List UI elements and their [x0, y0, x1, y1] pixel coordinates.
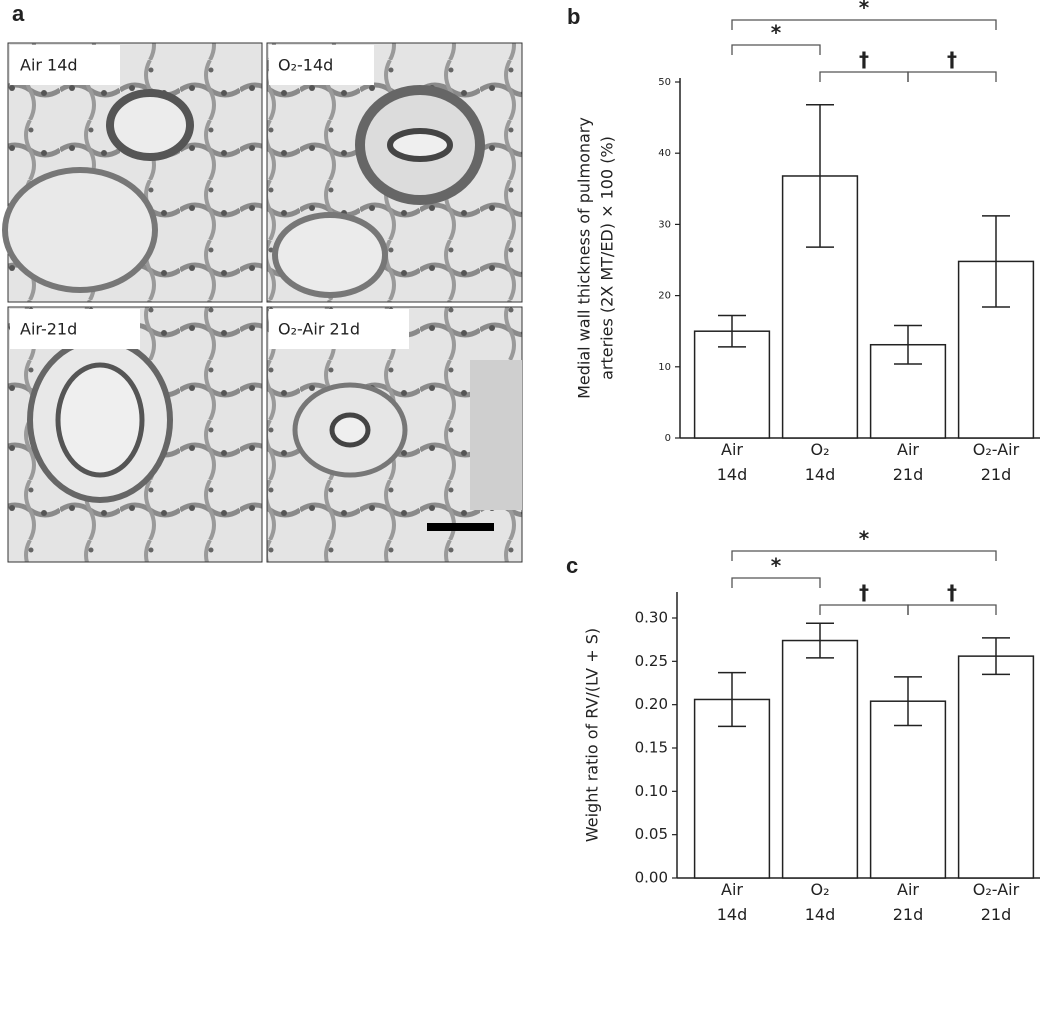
- y-tick-label: 0.30: [635, 609, 668, 627]
- error-bar: [894, 676, 922, 727]
- y-tick-label: 30: [658, 219, 671, 230]
- micrograph-grid: Air 14d O₂-14d Air-21d O₂-Air 21d: [2, 42, 523, 563]
- micrograph: Air-21d: [7, 306, 263, 563]
- x-tick-label: O₂ 14d: [805, 440, 836, 484]
- panel-letter: b: [567, 4, 580, 29]
- error-bar: [806, 104, 834, 248]
- micrograph-label: Air 14d: [20, 56, 78, 75]
- error-bar: [718, 314, 746, 348]
- y-tick-label: 50: [658, 77, 671, 88]
- x-tick-label: O₂-Air 21d: [973, 440, 1020, 484]
- y-tick-label: 0.20: [635, 695, 668, 713]
- micrograph: O₂-Air 21d: [266, 306, 523, 563]
- bar: [957, 655, 1035, 879]
- significance-label: †: [859, 581, 869, 605]
- significance-bracket: [819, 604, 909, 615]
- significance-label: †: [947, 581, 957, 605]
- significance-label: *: [771, 21, 782, 45]
- bar: [693, 330, 771, 439]
- bar: [869, 700, 947, 879]
- significance-label: *: [859, 527, 870, 551]
- significance-label: †: [859, 48, 869, 72]
- significance-label: †: [947, 48, 957, 72]
- bar: [781, 639, 859, 879]
- x-tick-label: Air 21d: [893, 880, 924, 924]
- y-tick-label: 0.05: [635, 825, 668, 843]
- micrograph-label: O₂-Air 21d: [278, 320, 360, 339]
- y-tick-label: 20: [658, 291, 671, 302]
- panel-letter: c: [566, 553, 578, 578]
- y-axis-label: Weight ratio of RV/(LV + S): [583, 628, 602, 842]
- y-tick-label: 0.00: [635, 869, 668, 887]
- x-tick-label: O₂ 14d: [805, 880, 836, 924]
- x-tick-label: O₂-Air 21d: [973, 880, 1020, 924]
- y-axis-label: arteries (2X MT/ED) × 100 (%): [598, 136, 617, 380]
- error-bar: [806, 622, 834, 659]
- y-tick-label: 0: [665, 433, 671, 444]
- micrograph-label: O₂-14d: [278, 56, 333, 75]
- y-tick-label: 0.25: [635, 652, 668, 670]
- micrograph-label: Air-21d: [20, 320, 77, 339]
- x-tick-label: Air 21d: [893, 440, 924, 484]
- error-bar: [982, 215, 1010, 308]
- significance-bracket: [819, 71, 909, 82]
- significance-bracket: [731, 577, 821, 588]
- significance-bracket: [731, 19, 997, 30]
- error-bar: [982, 637, 1010, 676]
- y-tick-label: 0.15: [635, 739, 668, 757]
- scale-bar: [427, 523, 494, 531]
- error-bar: [894, 324, 922, 365]
- y-tick-label: 0.10: [635, 782, 668, 800]
- micrograph: Air 14d: [2, 42, 263, 303]
- significance-bracket: [731, 550, 997, 561]
- x-tick-label: Air 14d: [717, 880, 748, 924]
- y-axis-label: Medial wall thickness of pulmonary: [575, 117, 594, 399]
- panel-letter: a: [12, 1, 25, 26]
- significance-bracket: [907, 71, 997, 82]
- y-tick-label: 10: [658, 362, 671, 373]
- y-tick-label: 40: [658, 148, 671, 159]
- error-bar: [718, 671, 746, 728]
- micrograph: O₂-14d: [266, 42, 523, 303]
- significance-label: *: [771, 554, 782, 578]
- x-tick-label: Air 14d: [717, 440, 748, 484]
- significance-bracket: [731, 44, 821, 55]
- significance-bracket: [907, 604, 997, 615]
- significance-label: *: [859, 0, 870, 20]
- bar: [693, 698, 771, 879]
